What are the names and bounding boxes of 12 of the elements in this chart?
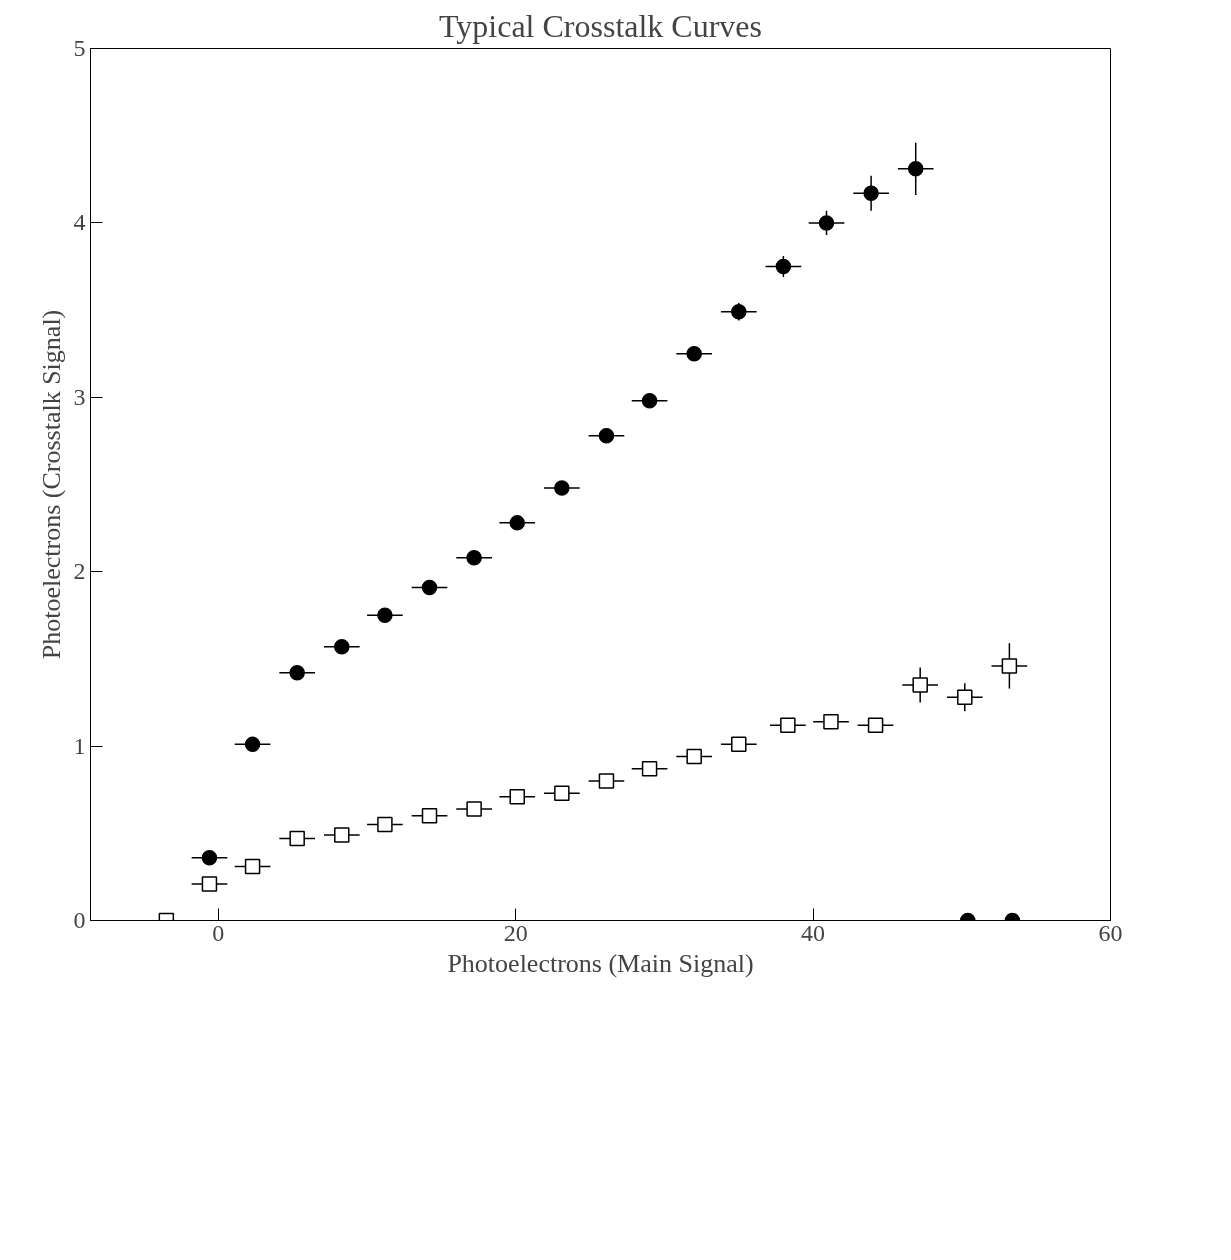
y-axis-title: Photoelectrons (Crosstalk Signal) (36, 309, 66, 660)
x-tick-label: 0 (212, 919, 225, 946)
x-tick-label: 40 (801, 919, 826, 946)
y-tick-label: 3 (73, 383, 86, 410)
y-tick-label: 2 (73, 558, 86, 585)
x-tick-label: 20 (503, 919, 528, 946)
x-tick-label: 60 (1098, 919, 1123, 946)
y-tick-label: 4 (73, 209, 86, 236)
x-axis-title: Photoelectrons (Main Signal) (447, 948, 754, 978)
y-tick-label: 1 (73, 732, 86, 759)
chart-title: Typical Crosstalk Curves (438, 7, 763, 44)
y-tick-label: 5 (73, 35, 86, 61)
